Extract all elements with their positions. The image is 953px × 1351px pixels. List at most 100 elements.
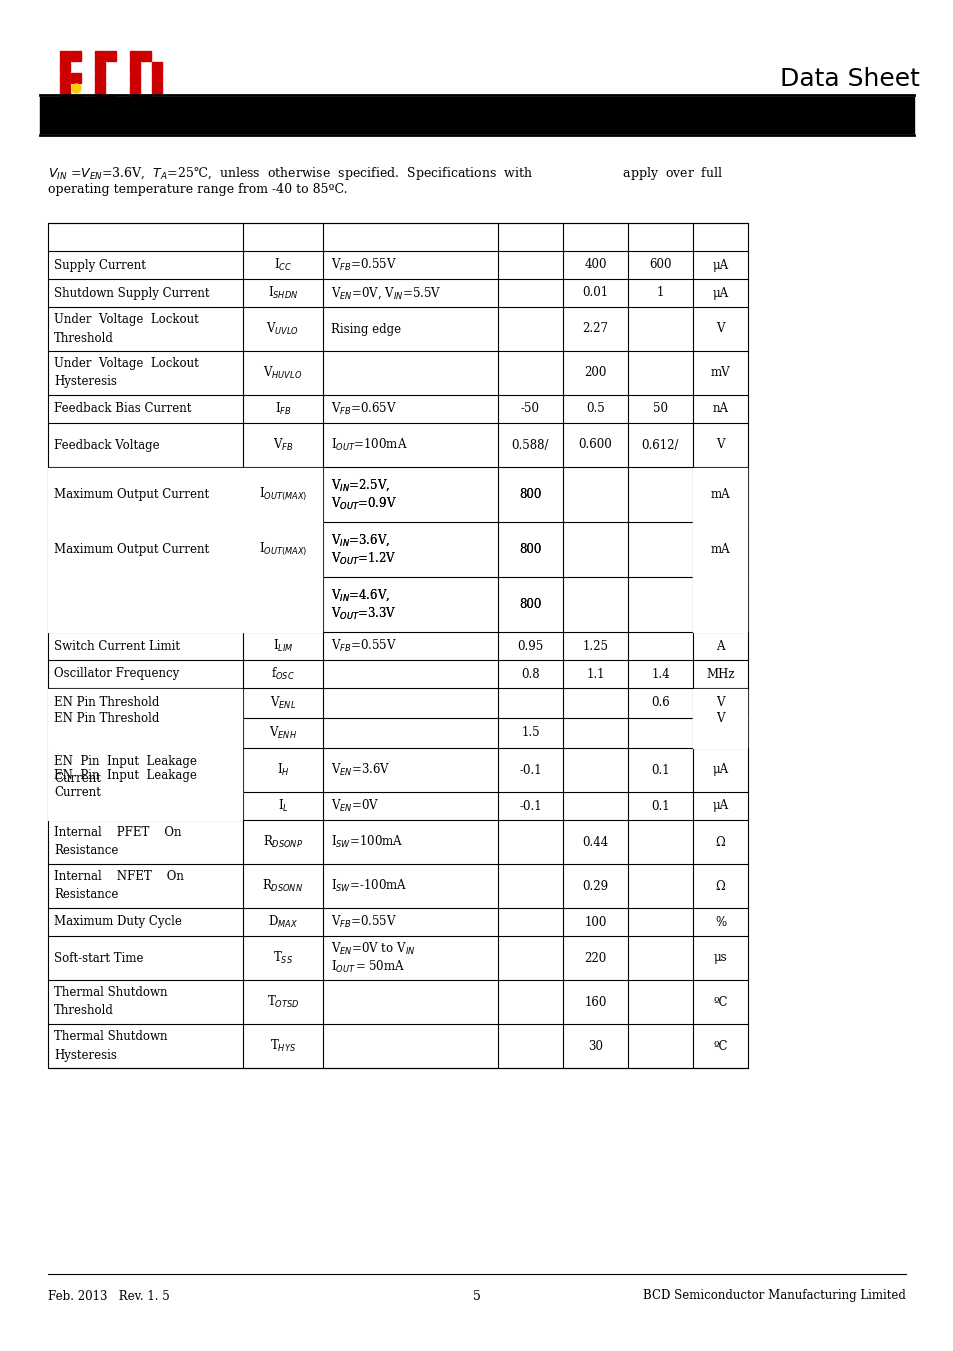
Text: MHz: MHz xyxy=(705,667,734,681)
Bar xyxy=(131,62,140,72)
Text: I$_{OUT (MAX)}$: I$_{OUT (MAX)}$ xyxy=(258,486,307,503)
Text: ºC: ºC xyxy=(713,996,727,1008)
Text: A: A xyxy=(716,639,724,653)
Text: V$_{EN}$=0V, V$_{IN}$=5.5V: V$_{EN}$=0V, V$_{IN}$=5.5V xyxy=(331,285,441,301)
Text: 5: 5 xyxy=(473,1289,480,1302)
Text: mA: mA xyxy=(710,543,730,557)
Text: V: V xyxy=(716,697,724,709)
Bar xyxy=(152,73,162,82)
Text: V$_{UVLO}$: V$_{UVLO}$ xyxy=(266,322,299,336)
Text: EN  Pin  Input  Leakage: EN Pin Input Leakage xyxy=(54,770,196,782)
Bar xyxy=(152,84,162,95)
Text: V: V xyxy=(716,712,724,724)
Text: V$_{FB}$=0.55V: V$_{FB}$=0.55V xyxy=(331,913,396,929)
Text: V$_{FB}$=0.55V: V$_{FB}$=0.55V xyxy=(331,257,396,273)
Text: Maximum Duty Cycle: Maximum Duty Cycle xyxy=(54,916,182,928)
Text: mA: mA xyxy=(710,488,730,501)
Text: Shutdown Supply Current: Shutdown Supply Current xyxy=(54,286,210,300)
Bar xyxy=(60,62,70,72)
Text: V$_{OUT}$=1.2V: V$_{OUT}$=1.2V xyxy=(331,550,396,566)
Text: 1.4: 1.4 xyxy=(651,667,669,681)
Text: nA: nA xyxy=(712,403,728,416)
Text: 0.29: 0.29 xyxy=(582,880,608,893)
Text: 220: 220 xyxy=(584,951,606,965)
Text: Rising edge: Rising edge xyxy=(331,323,400,335)
Text: V$_{IN}$=3.6V,: V$_{IN}$=3.6V, xyxy=(331,532,390,549)
Text: Resistance: Resistance xyxy=(54,889,118,901)
Text: EN  Pin  Input  Leakage: EN Pin Input Leakage xyxy=(54,754,196,767)
Bar xyxy=(131,51,140,61)
Text: Under  Voltage  Lockout: Under Voltage Lockout xyxy=(54,358,198,370)
Text: Feedback Voltage: Feedback Voltage xyxy=(54,439,159,451)
Text: V$_{FB}$=0.55V: V$_{FB}$=0.55V xyxy=(331,638,396,654)
Text: Soft-start Time: Soft-start Time xyxy=(54,951,143,965)
Bar xyxy=(49,689,242,747)
Bar xyxy=(71,95,81,105)
Text: Hysteresis: Hysteresis xyxy=(54,1048,117,1062)
Text: 800: 800 xyxy=(518,598,541,611)
Text: D$_{MAX}$: D$_{MAX}$ xyxy=(268,913,297,929)
Bar xyxy=(95,84,105,95)
Bar xyxy=(95,95,105,105)
Text: I$_{CC}$: I$_{CC}$ xyxy=(274,257,292,273)
Text: T$_{OTSD}$: T$_{OTSD}$ xyxy=(267,994,299,1011)
Text: BCD Semiconductor Manufacturing Limited: BCD Semiconductor Manufacturing Limited xyxy=(642,1289,905,1302)
Text: I$_{L}$: I$_{L}$ xyxy=(277,798,288,815)
Text: 800: 800 xyxy=(518,543,541,557)
Bar xyxy=(152,62,162,72)
Text: Thermal Shutdown: Thermal Shutdown xyxy=(54,986,168,1000)
Text: V$_{IN}$=3.6V,: V$_{IN}$=3.6V, xyxy=(331,532,390,549)
Text: V$_{OUT}$=0.9V: V$_{OUT}$=0.9V xyxy=(331,496,396,512)
Text: mV: mV xyxy=(710,366,730,380)
Text: Threshold: Threshold xyxy=(54,331,113,345)
Bar xyxy=(60,73,70,82)
Text: μA: μA xyxy=(712,763,728,777)
Bar xyxy=(141,51,152,61)
Text: I$_{OUT}$ = 50mA: I$_{OUT}$ = 50mA xyxy=(331,959,404,975)
Text: Supply Current: Supply Current xyxy=(54,258,146,272)
Text: V$_{EN}$=3.6V: V$_{EN}$=3.6V xyxy=(331,762,390,778)
Bar xyxy=(40,97,913,132)
Text: operating temperature range from -40 to 85ºC.: operating temperature range from -40 to … xyxy=(48,184,347,196)
Text: V$_{FB}$=0.65V: V$_{FB}$=0.65V xyxy=(331,401,396,417)
Text: 1.5: 1.5 xyxy=(520,727,539,739)
Text: Feedback Bias Current: Feedback Bias Current xyxy=(54,403,192,416)
Text: -0.1: -0.1 xyxy=(518,763,541,777)
Bar xyxy=(131,73,140,82)
Bar xyxy=(95,62,105,72)
Bar xyxy=(693,689,747,747)
Text: V$_{FB}$: V$_{FB}$ xyxy=(273,436,293,453)
Text: R$_{DSONP}$: R$_{DSONP}$ xyxy=(263,834,303,850)
Circle shape xyxy=(71,84,81,93)
Text: 0.5: 0.5 xyxy=(585,403,604,416)
Text: I$_{LIM}$: I$_{LIM}$ xyxy=(273,638,293,654)
Text: T$_{SS}$: T$_{SS}$ xyxy=(273,950,293,966)
Bar xyxy=(71,51,81,61)
Text: 0.1: 0.1 xyxy=(651,800,669,812)
Text: V$_{EN}$=0V: V$_{EN}$=0V xyxy=(331,798,379,815)
Text: EN Pin Threshold: EN Pin Threshold xyxy=(54,712,159,724)
Text: μA: μA xyxy=(712,800,728,812)
Text: V$_{ENL}$: V$_{ENL}$ xyxy=(270,694,295,711)
Text: Maximum Output Current: Maximum Output Current xyxy=(54,543,209,557)
Bar xyxy=(60,95,70,105)
Text: Data Sheet: Data Sheet xyxy=(780,68,919,91)
Bar xyxy=(60,84,70,95)
Text: R$_{DSONN}$: R$_{DSONN}$ xyxy=(262,878,303,894)
Text: 1.25: 1.25 xyxy=(582,639,608,653)
Text: 0.600: 0.600 xyxy=(578,439,612,451)
Text: 0.1: 0.1 xyxy=(651,763,669,777)
Text: 50: 50 xyxy=(652,403,667,416)
Bar xyxy=(49,748,242,820)
Text: 1: 1 xyxy=(656,286,663,300)
Text: 800: 800 xyxy=(518,543,541,557)
Text: 2.27: 2.27 xyxy=(582,323,608,335)
Bar xyxy=(71,73,81,82)
Text: ºC: ºC xyxy=(713,1039,727,1052)
Text: 0.8: 0.8 xyxy=(520,667,539,681)
Text: I$_{SW}$=100mA: I$_{SW}$=100mA xyxy=(331,834,403,850)
Text: V$_{IN}$=4.6V,: V$_{IN}$=4.6V, xyxy=(331,588,390,604)
Bar xyxy=(106,51,116,61)
Text: Current: Current xyxy=(54,773,101,785)
Text: Oscillator Frequency: Oscillator Frequency xyxy=(54,667,179,681)
